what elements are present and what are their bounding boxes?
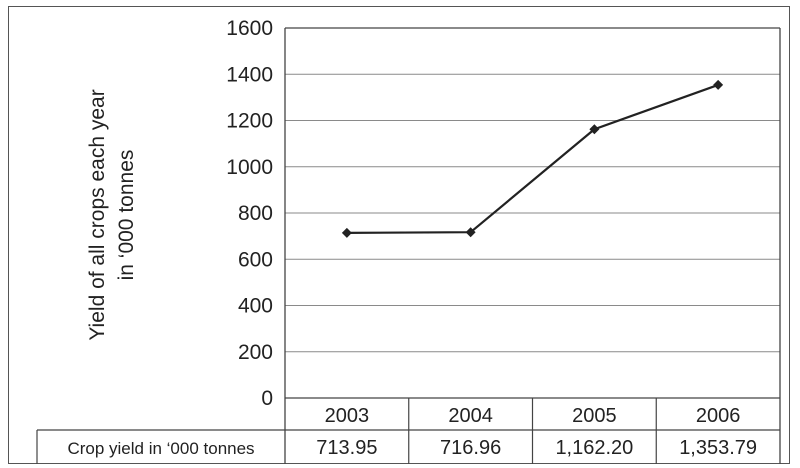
y-axis-label-line-2: in ‘000 tonnes (115, 150, 138, 281)
table-value-cell: 713.95 (316, 437, 377, 459)
series-layer (341, 79, 724, 238)
y-tick-label: 400 (238, 295, 273, 318)
series-line (346, 83, 719, 234)
table-value-cell: 1,353.79 (679, 437, 757, 459)
y-axis-label-line-1: Yield of all crops each year (86, 89, 109, 340)
table-row-header: Crop yield in ‘000 tonnes (67, 439, 254, 458)
y-tick-label: 1600 (226, 17, 273, 40)
data-point-marker (713, 79, 724, 90)
chart-frame (8, 6, 790, 464)
x-category-label: 2004 (448, 405, 493, 427)
x-category-label: 2006 (696, 405, 741, 427)
data-point-marker (589, 124, 600, 135)
y-tick-label: 800 (238, 202, 273, 225)
data-point-marker (341, 227, 352, 238)
y-tick-labels: 0 200 400 600 800 1000 1200 1400 1600 (226, 17, 273, 410)
y-tick-label: 0 (261, 387, 273, 410)
y-tick-label: 1200 (226, 110, 273, 133)
y-tick-label: 1000 (226, 156, 273, 179)
x-category-label: 2005 (572, 405, 617, 427)
x-category-label: 2003 (325, 405, 370, 427)
data-table: 2003 2004 2005 2006 Crop yield in ‘000 tonne… (36, 398, 780, 464)
y-tick-label: 600 (238, 248, 273, 271)
y-tick-label: 1400 (226, 63, 273, 86)
y-tick-label: 200 (238, 341, 273, 364)
table-value-cell: 1,162.20 (555, 437, 633, 459)
table-value-cell: 716.96 (440, 437, 501, 459)
data-point-marker (465, 227, 476, 238)
